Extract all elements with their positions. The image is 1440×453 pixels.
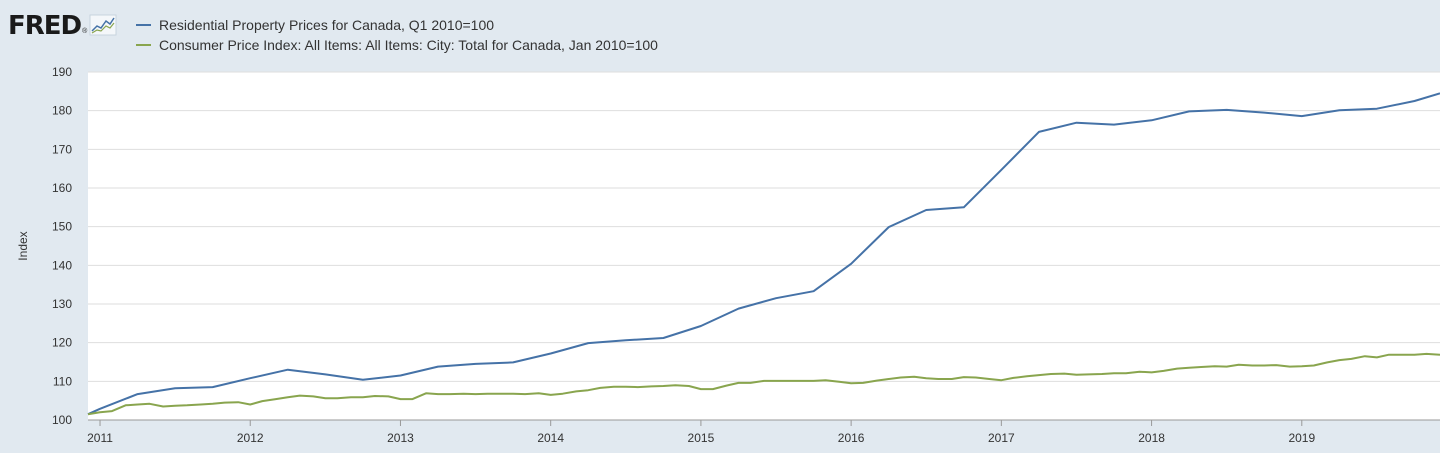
x-tick-label: 2011 xyxy=(87,431,113,445)
grid-lines xyxy=(88,71,1440,421)
x-tick-label: 2013 xyxy=(387,431,414,445)
series-lines xyxy=(87,92,1440,416)
y-tick-label: 180 xyxy=(52,104,72,118)
x-tick-label: 2015 xyxy=(688,431,715,445)
x-tick-label: 2016 xyxy=(838,431,865,445)
y-axis-title: Index xyxy=(16,231,30,260)
y-tick-label: 120 xyxy=(52,336,72,350)
y-tick-label: 150 xyxy=(52,220,72,234)
series-line-cpi[interactable] xyxy=(87,352,1440,416)
y-tick-label: 140 xyxy=(52,258,72,272)
y-tick-label: 160 xyxy=(52,181,72,195)
registered-mark: ® xyxy=(82,28,88,35)
y-tick-label: 100 xyxy=(52,413,72,427)
legend-item-cpi[interactable]: Consumer Price Index: All Items: All Ite… xyxy=(136,35,658,55)
legend-label-cpi: Consumer Price Index: All Items: All Ite… xyxy=(159,37,658,53)
line-chart-icon xyxy=(89,14,117,36)
x-axis-ticks: 2011 2012 2013 2014 2015 2016 2017 2018 2019 xyxy=(87,419,1440,445)
legend-swatch-property-prices xyxy=(136,24,151,26)
plot-area xyxy=(88,72,1440,420)
y-tick-label: 110 xyxy=(53,374,72,388)
chart-legend: Residential Property Prices for Canada, … xyxy=(136,15,658,55)
y-tick-label: 190 xyxy=(52,65,72,79)
y-axis-ticks: 100 110 120 130 140 150 160 170 180 190 xyxy=(52,65,72,427)
fred-logo-text: FRED xyxy=(8,11,82,41)
x-tick-label: 2012 xyxy=(237,431,264,445)
x-tick-label: 2018 xyxy=(1138,431,1165,445)
legend-swatch-cpi xyxy=(136,44,151,46)
y-tick-label: 170 xyxy=(52,142,72,156)
y-tick-label: 130 xyxy=(52,297,72,311)
legend-label-property-prices: Residential Property Prices for Canada, … xyxy=(159,17,495,33)
legend-item-property-prices[interactable]: Residential Property Prices for Canada, … xyxy=(136,15,658,35)
x-tick-label: 2019 xyxy=(1288,431,1315,445)
x-tick-label: 2017 xyxy=(988,431,1015,445)
chart-header: FRED ® Residential Property Prices for C… xyxy=(0,0,1440,62)
series-line-property-prices[interactable] xyxy=(87,92,1440,416)
x-tick-label: 2014 xyxy=(537,431,564,445)
fred-logo[interactable]: FRED ® xyxy=(8,12,117,42)
